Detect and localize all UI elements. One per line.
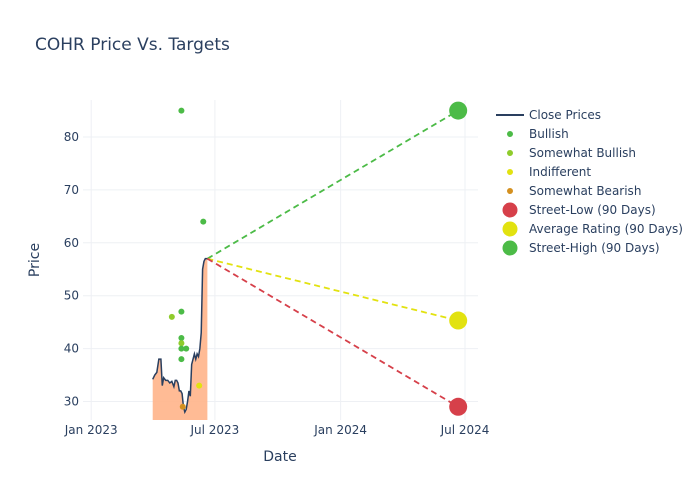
target-markers bbox=[449, 101, 468, 416]
legend-swatch-low bbox=[502, 202, 518, 218]
legend-label: Street-Low (90 Days) bbox=[529, 203, 656, 217]
y-tick-label: 30 bbox=[64, 394, 79, 408]
y-tick-label: 50 bbox=[64, 289, 79, 303]
y-tick-label: 40 bbox=[64, 342, 79, 356]
projection-lines bbox=[206, 109, 459, 408]
y-tick-label: 80 bbox=[64, 130, 79, 144]
legend-label: Somewhat Bullish bbox=[529, 146, 636, 160]
rating-point-indifferent bbox=[196, 382, 203, 389]
legend-label: Street-High (90 Days) bbox=[529, 241, 660, 255]
legend-swatch-bullish bbox=[507, 131, 513, 137]
legend-swatch-high bbox=[502, 240, 518, 256]
rating-point-somewhat-bullish bbox=[168, 313, 175, 320]
legend-swatch-somewhat-bullish bbox=[507, 150, 513, 156]
rating-point-somewhat-bearish bbox=[179, 403, 186, 410]
street-high-marker bbox=[449, 101, 468, 120]
rating-point-bullish bbox=[183, 345, 190, 352]
legend-label: Somewhat Bearish bbox=[529, 184, 641, 198]
legend-swatch-avg bbox=[502, 221, 518, 237]
close-area bbox=[152, 258, 208, 420]
grid-lines bbox=[83, 100, 478, 420]
street-low-projection bbox=[206, 257, 459, 408]
legend-label: Average Rating (90 Days) bbox=[529, 222, 683, 236]
rating-point-bullish bbox=[178, 308, 185, 315]
close-price-series bbox=[152, 257, 208, 415]
close-price-line bbox=[152, 257, 208, 415]
y-axis-ticks: 30 40 50 60 70 80 bbox=[64, 130, 79, 408]
rating-point-somewhat-bullish bbox=[178, 340, 185, 347]
rating-points bbox=[168, 107, 207, 410]
legend-label: Bullish bbox=[529, 127, 569, 141]
x-tick-label: Jan 2023 bbox=[64, 423, 118, 437]
rating-point-bullish bbox=[178, 345, 185, 352]
legend: Close Prices Bullish Somewhat Bullish Indif… bbox=[496, 108, 683, 256]
chart-title: COHR Price Vs. Targets bbox=[35, 35, 230, 55]
rating-point-bullish bbox=[178, 107, 185, 114]
street-low-marker bbox=[449, 397, 468, 416]
legend-swatch-somewhat-bearish bbox=[507, 188, 513, 194]
x-tick-label: Jul 2024 bbox=[440, 423, 490, 437]
rating-point-bullish bbox=[178, 356, 185, 363]
x-axis-label: Date bbox=[263, 449, 296, 465]
x-tick-label: Jul 2023 bbox=[189, 423, 239, 437]
rating-point-bullish bbox=[200, 218, 207, 225]
y-tick-label: 60 bbox=[64, 236, 79, 250]
x-axis-ticks: Jan 2023 Jul 2023 Jan 2024 Jul 2024 bbox=[64, 423, 490, 437]
average-rating-marker bbox=[449, 311, 468, 330]
y-tick-label: 70 bbox=[64, 183, 79, 197]
legend-label: Indifferent bbox=[529, 165, 591, 179]
average-projection bbox=[207, 257, 459, 322]
legend-label: Close Prices bbox=[529, 108, 601, 122]
rating-point-bullish bbox=[178, 335, 185, 342]
street-high-projection bbox=[206, 109, 459, 260]
close-price-area bbox=[152, 258, 208, 420]
x-tick-label: Jan 2024 bbox=[313, 423, 367, 437]
legend-swatch-indifferent bbox=[507, 169, 513, 175]
y-axis-label: Price bbox=[27, 243, 43, 277]
